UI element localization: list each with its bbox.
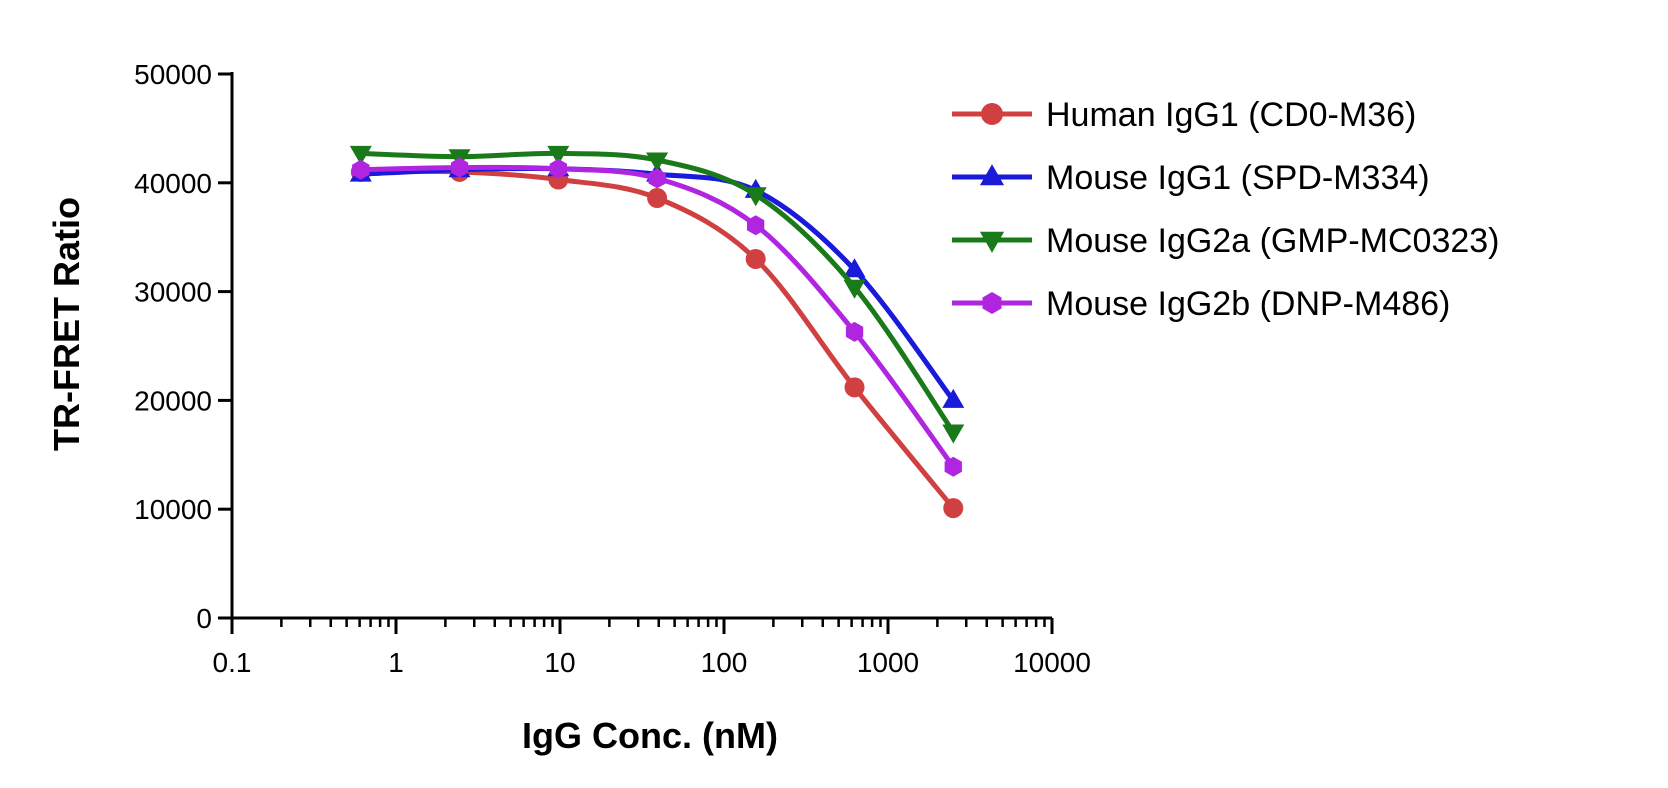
data-point — [943, 498, 964, 519]
series-layer — [349, 145, 965, 519]
legend-marker — [981, 103, 1003, 125]
y-axis-ticks: 0 10000 20000 30000 40000 50000 — [134, 59, 232, 634]
legend-item: Mouse IgG2a (GMP-MC0323) — [952, 222, 1500, 260]
data-point — [745, 248, 766, 269]
data-point — [744, 187, 767, 207]
x-tick-label: 100 — [701, 647, 748, 678]
legend-item: Mouse IgG2b (DNP-M486) — [952, 285, 1450, 323]
data-point — [843, 258, 866, 278]
legend-marker — [979, 231, 1005, 253]
legend-item: Mouse IgG1 (SPD-M334) — [952, 159, 1430, 197]
series-4 — [352, 157, 962, 477]
x-axis-title: IgG Conc. (nM) — [522, 715, 778, 756]
data-point — [845, 321, 864, 342]
y-tick-label: 0 — [196, 603, 212, 634]
legend: Human IgG1 (CD0-M36) Mouse IgG1 (SPD-M334… — [952, 96, 1500, 323]
y-tick-label: 20000 — [134, 385, 212, 416]
legend-marker — [982, 292, 1002, 314]
series-1 — [350, 161, 964, 519]
x-axis-ticks: 0.1 1 10 100 1000 10000 — [213, 618, 1091, 678]
data-point — [547, 145, 570, 165]
x-tick-label: 1 — [388, 647, 404, 678]
legend-label: Mouse IgG1 (SPD-M334) — [1046, 159, 1430, 197]
data-point — [352, 159, 370, 180]
series-line — [360, 164, 956, 469]
legend-label: Human IgG1 (CD0-M36) — [1046, 96, 1416, 134]
y-tick-label: 10000 — [134, 494, 212, 525]
data-point — [349, 145, 372, 165]
legend-label: Mouse IgG2b (DNP-M486) — [1046, 285, 1450, 323]
data-point — [942, 424, 965, 444]
y-tick-label: 40000 — [134, 168, 212, 199]
data-point — [844, 377, 865, 398]
legend-marker — [979, 164, 1005, 186]
data-point — [944, 456, 962, 477]
data-point — [647, 188, 668, 209]
series-3 — [349, 145, 965, 444]
legend-label: Mouse IgG2a (GMP-MC0323) — [1046, 222, 1500, 260]
data-point — [549, 158, 567, 179]
x-tick-label: 10 — [544, 647, 575, 678]
x-tick-label: 10000 — [1013, 647, 1091, 678]
data-point — [648, 168, 666, 189]
legend-item: Human IgG1 (CD0-M36) — [952, 96, 1416, 134]
data-point — [450, 157, 469, 178]
series-line — [360, 168, 956, 510]
x-tick-label: 0.1 — [213, 647, 252, 678]
axes — [230, 72, 1052, 620]
y-tick-label: 30000 — [134, 277, 212, 308]
x-tick-label: 1000 — [857, 647, 919, 678]
data-point — [843, 279, 866, 299]
data-point — [747, 215, 765, 236]
y-axis-title: TR-FRET Ratio — [46, 197, 87, 451]
y-tick-label: 50000 — [134, 59, 212, 90]
data-point — [942, 388, 965, 408]
data-point — [646, 152, 669, 172]
